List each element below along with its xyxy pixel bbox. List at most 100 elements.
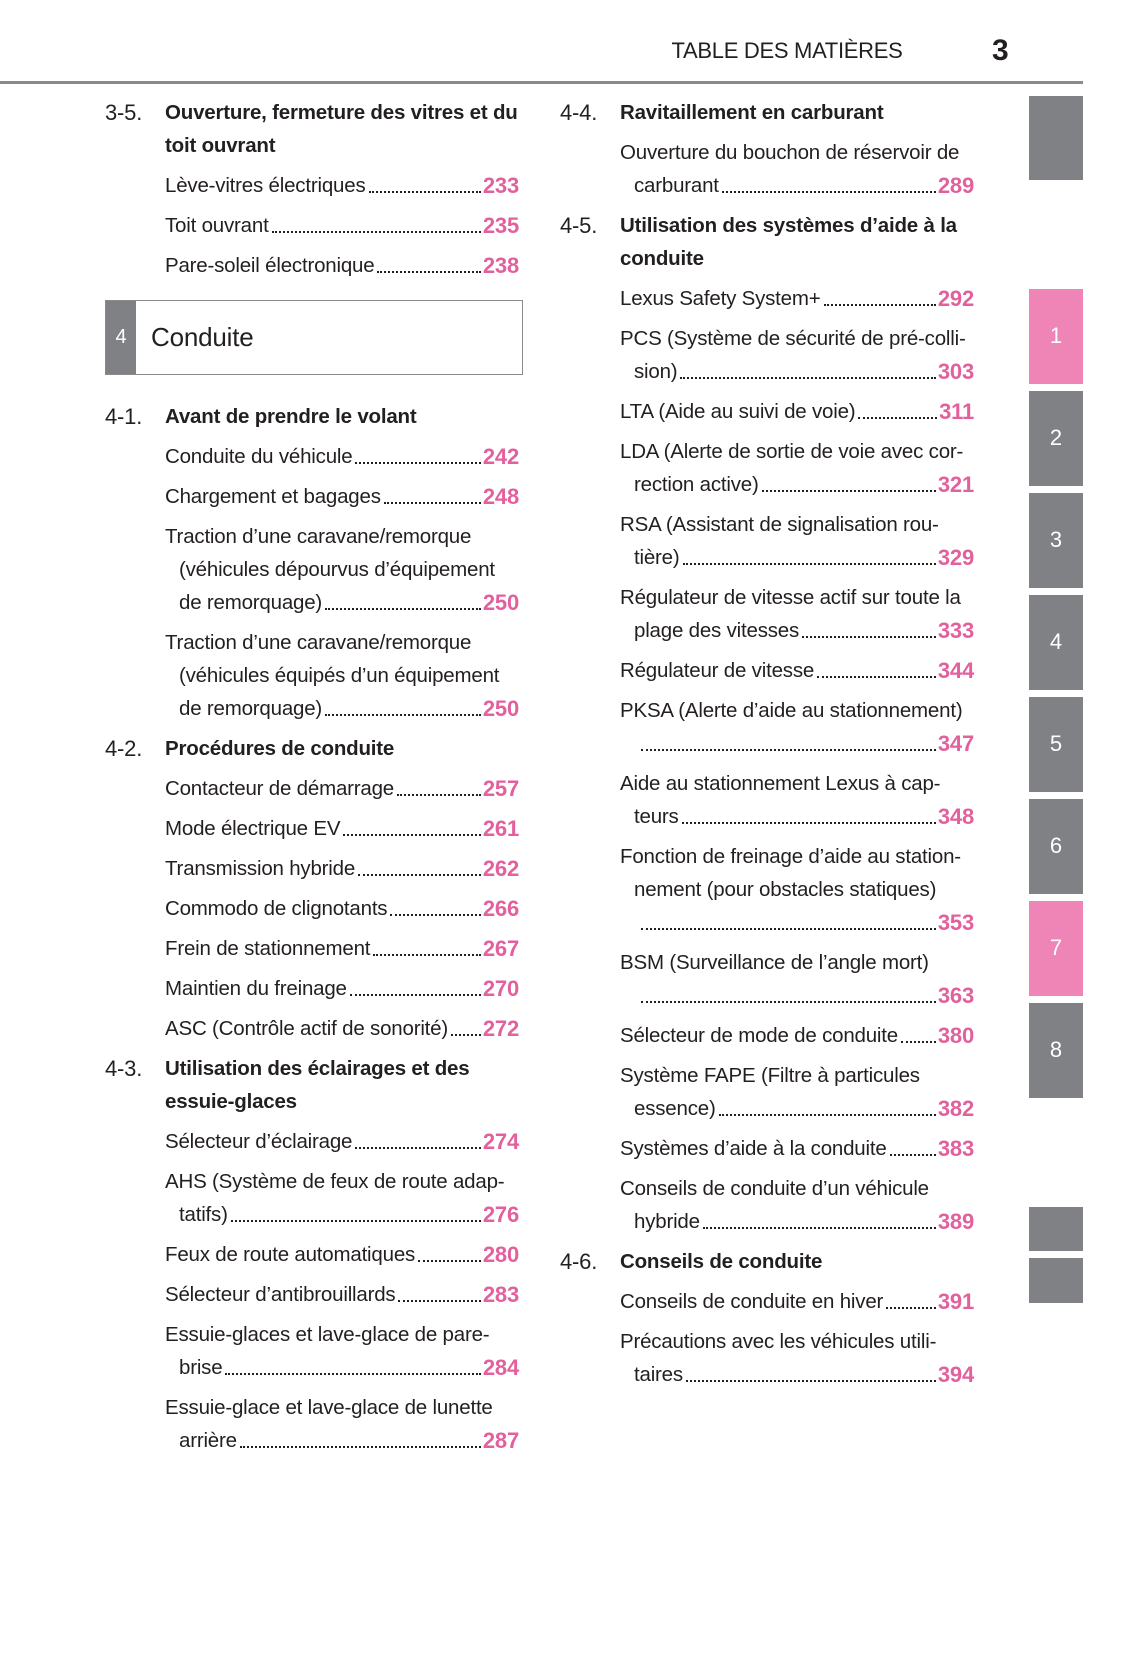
entry-row: carburant 289	[620, 169, 974, 202]
section-title: Avant de prendre le volant	[165, 400, 417, 433]
section-title-line: Ouverture, fermeture des vitres et du	[165, 101, 518, 124]
section-title: Ouverture, fermeture des vitres et du toi…	[165, 96, 518, 162]
dot-leader	[358, 874, 481, 876]
section-title: Procédures de conduite	[165, 732, 394, 765]
entry-text: essence)	[634, 1097, 716, 1120]
entry-text: Essuie-glace et lave-glace de lunette	[165, 1396, 493, 1419]
dot-leader	[418, 1260, 481, 1262]
entry-text: PCS (Système de sécurité de pré-colli-	[620, 327, 966, 350]
toc-entry: Conseils de conduite en hiver 391	[620, 1285, 974, 1318]
entry-text: Lève-vitres électriques	[165, 174, 366, 197]
dot-leader	[702, 1227, 936, 1229]
entry-text: Contacteur de démarrage	[165, 777, 395, 800]
toc-entry: Lève-vitres électriques 233	[165, 169, 519, 202]
toc-entry: Fonction de freinage d’aide au station-n…	[620, 840, 974, 939]
entry-row: Sélecteur de mode de conduite 380	[620, 1019, 974, 1052]
toc-entry: Conduite du véhicule 242	[165, 440, 519, 473]
entry-row: hybride 389	[620, 1205, 974, 1238]
entry-text: arrière	[179, 1429, 237, 1452]
entry-text: hybride	[634, 1210, 700, 1233]
chapter-box: 4 Conduite	[105, 300, 523, 375]
toc-entry: Pare-soleil électronique 238	[165, 249, 519, 282]
toc-entry: RSA (Assistant de signalisation rou-tièr…	[620, 508, 974, 574]
toc-entry: Maintien du freinage 270	[165, 972, 519, 1005]
toc-entry: Régulateur de vitesse 344	[620, 654, 974, 687]
dot-leader	[680, 377, 936, 379]
entry-text: Toit ouvrant	[165, 214, 269, 237]
entry-text: teurs	[634, 805, 679, 828]
entry-page: 250	[482, 696, 519, 721]
entry-page: 333	[937, 618, 974, 643]
entry-row: Mode électrique EV 261	[165, 812, 519, 845]
toc-entry: BSM (Surveillance de l’angle mort) 363	[620, 946, 974, 1012]
dot-leader	[886, 1307, 936, 1309]
entry-text: Sélecteur d’antibrouillards	[165, 1283, 396, 1306]
dot-leader	[383, 502, 481, 504]
section-number: 3-5.	[105, 100, 143, 125]
entry-text: (véhicules dépourvus d’équipement	[179, 558, 495, 581]
entry-text: Pare-soleil électronique	[165, 254, 375, 277]
dot-leader	[681, 822, 936, 824]
entry-text: Sélecteur d’éclairage	[165, 1130, 353, 1153]
toc-entry: Sélecteur d’éclairage 274	[165, 1125, 519, 1158]
dot-leader	[685, 1380, 936, 1382]
dot-leader	[641, 928, 936, 930]
entry-row: taires 394	[620, 1358, 974, 1391]
entry-row: Sélecteur d’éclairage 274	[165, 1125, 519, 1158]
entry-text: LDA (Alerte de sortie de voie avec cor-	[620, 440, 964, 463]
entry-row: Systèmes d’aide à la conduite 383	[620, 1132, 974, 1165]
entry-text: BSM (Surveillance de l’angle mort)	[620, 951, 929, 974]
side-tab-blank	[1029, 96, 1083, 180]
toc-entry: LDA (Alerte de sortie de voie avec cor-r…	[620, 435, 974, 501]
entry-text: de remorquage)	[179, 591, 323, 614]
entry-page: 289	[937, 173, 974, 198]
section-title-line: conduite	[620, 247, 704, 270]
side-tab-blank	[1029, 1258, 1083, 1303]
section-title: Ravitaillement en carburant	[620, 96, 884, 129]
section-title-line: essuie-glaces	[165, 1090, 297, 1113]
entry-text: Fonction de freinage d’aide au station-	[620, 845, 961, 868]
entry-text: Transmission hybride	[165, 857, 356, 880]
section-heading: 4-6. Conseils de conduite	[560, 1245, 975, 1278]
entry-page: 250	[482, 590, 519, 615]
entry-page: 233	[482, 173, 519, 198]
entry-row: sion) 303	[620, 355, 974, 388]
dot-leader	[271, 231, 481, 233]
entry-page: 272	[482, 1016, 519, 1041]
toc-entry: Transmission hybride 262	[165, 852, 519, 885]
entry-row: Lève-vitres électriques 233	[165, 169, 519, 202]
dot-leader	[377, 271, 481, 273]
entry-row: 347	[620, 727, 974, 760]
section-heading: 4-1. Avant de prendre le volant	[105, 400, 523, 433]
entry-row: tière) 329	[620, 541, 974, 574]
section-title-line: Utilisation des éclairages et des	[165, 1057, 470, 1080]
dot-leader	[817, 676, 936, 678]
right-column: 4-4. Ravitaillement en carburant Ouverture…	[560, 96, 975, 1391]
entry-text: Essuie-glaces et lave-glace de pare-	[165, 1323, 490, 1346]
page-number: 3	[992, 34, 1009, 67]
toc-entry: Essuie-glaces et lave-glace de pare-bris…	[165, 1318, 519, 1384]
entry-text: Aide au stationnement Lexus à cap-	[620, 772, 941, 795]
entry-text: LTA (Aide au suivi de voie)	[620, 400, 856, 423]
section-heading: 4-4. Ravitaillement en carburant	[560, 96, 975, 129]
entry-text: RSA (Assistant de signalisation rou-	[620, 513, 939, 536]
entry-page: 321	[937, 472, 974, 497]
side-tab: 5	[1029, 697, 1083, 792]
entry-text: Traction d’une caravane/remorque	[165, 525, 472, 548]
section-title: Utilisation des systèmes d’aide à la cond…	[620, 209, 957, 275]
entry-page: 238	[482, 253, 519, 278]
section-number: 4-1.	[105, 404, 143, 429]
entry-text: Conseils de conduite en hiver	[620, 1290, 884, 1313]
entry-page: 248	[482, 484, 519, 509]
entry-row: Feux de route automatiques 280	[165, 1238, 519, 1271]
dot-leader	[721, 191, 936, 193]
header-rule	[0, 81, 1083, 84]
entry-row: Commodo de clignotants 266	[165, 892, 519, 925]
entry-page: 311	[939, 399, 974, 424]
entry-row: Lexus Safety System+ 292	[620, 282, 974, 315]
entry-text: Ouverture du bouchon de réservoir de	[620, 141, 960, 164]
dot-leader	[718, 1114, 936, 1116]
entry-text: rection active)	[634, 473, 759, 496]
entry-row: arrière 287	[165, 1424, 519, 1457]
entry-text: Frein de stationnement	[165, 937, 371, 960]
